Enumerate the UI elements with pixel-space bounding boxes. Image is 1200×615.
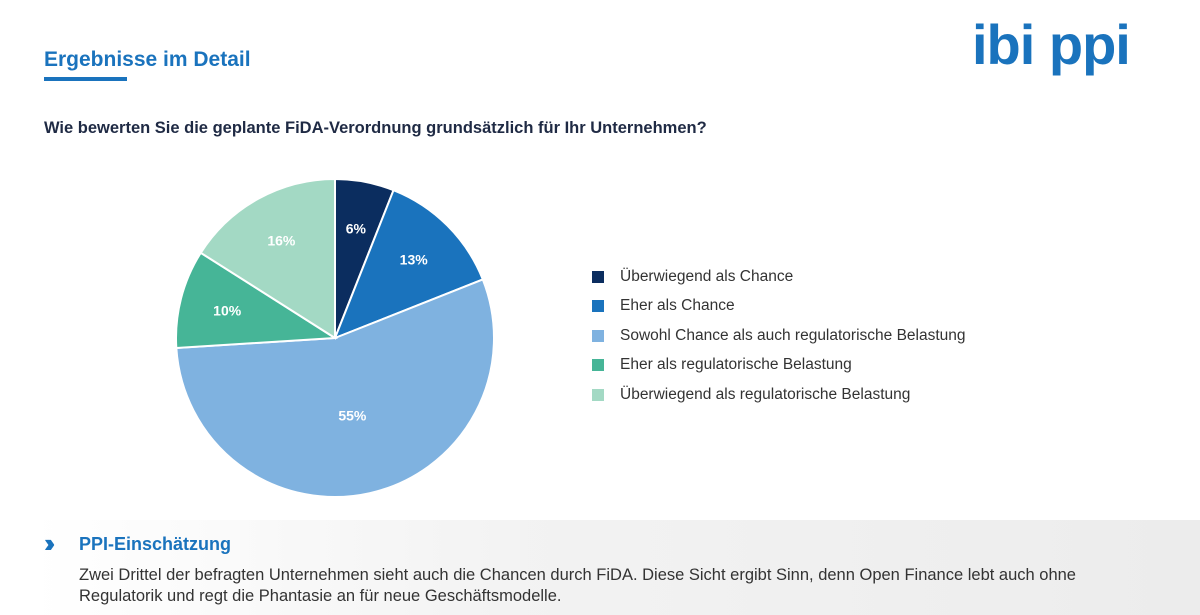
- pie-slice: [199, 177, 336, 340]
- assessment-text: Zwei Drittel der befragten Unternehmen s…: [79, 566, 1076, 605]
- slice-label: 16%: [267, 232, 296, 248]
- legend-swatch: [592, 270, 604, 283]
- page-title: Ergebnisse im Detail: [44, 48, 251, 71]
- pie-chart: 6% 13% 55% 10% 16%: [175, 177, 495, 498]
- slice-label: 55%: [338, 408, 367, 424]
- legend-item: Eher als regulatorische Belastung: [592, 351, 966, 381]
- legend-label: Sowohl Chance als auch regulatorische Be…: [620, 326, 966, 344]
- legend-label: Eher als regulatorische Belastung: [620, 356, 852, 374]
- double-chevron-right-icon: ››: [44, 528, 56, 558]
- legend-swatch: [592, 329, 604, 342]
- legend-item: Eher als Chance: [592, 292, 966, 322]
- legend-item: Sowohl Chance als auch regulatorische Be…: [592, 321, 966, 351]
- legend-label: Eher als Chance: [620, 297, 735, 315]
- ibi-ppi-logo: ibi ppi: [972, 13, 1131, 76]
- slice-label: 10%: [213, 302, 242, 318]
- pie-slice: [333, 188, 485, 340]
- slice-label: 13%: [400, 251, 429, 267]
- legend-label: Überwiegend als regulatorische Belastung: [620, 385, 911, 403]
- slice-label: 6%: [346, 221, 367, 237]
- legend-item: Überwiegend als Chance: [592, 262, 966, 292]
- legend-item: Überwiegend als regulatorische Belastung: [592, 380, 966, 410]
- chart-legend: Überwiegend als Chance Eher als Chance Sow…: [592, 262, 966, 410]
- assessment-title: PPI-Einschätzung: [79, 534, 232, 554]
- pie-slice: [175, 278, 495, 498]
- assessment-panel: [33, 520, 1200, 615]
- title-underline: [44, 77, 127, 81]
- legend-swatch: [592, 359, 604, 372]
- legend-label: Überwiegend als Chance: [620, 267, 794, 285]
- legend-swatch: [592, 300, 604, 313]
- chart-title: Wie bewerten Sie die geplante FiDA-Veror…: [44, 119, 707, 137]
- legend-swatch: [592, 388, 604, 401]
- pie-slice: [175, 251, 339, 350]
